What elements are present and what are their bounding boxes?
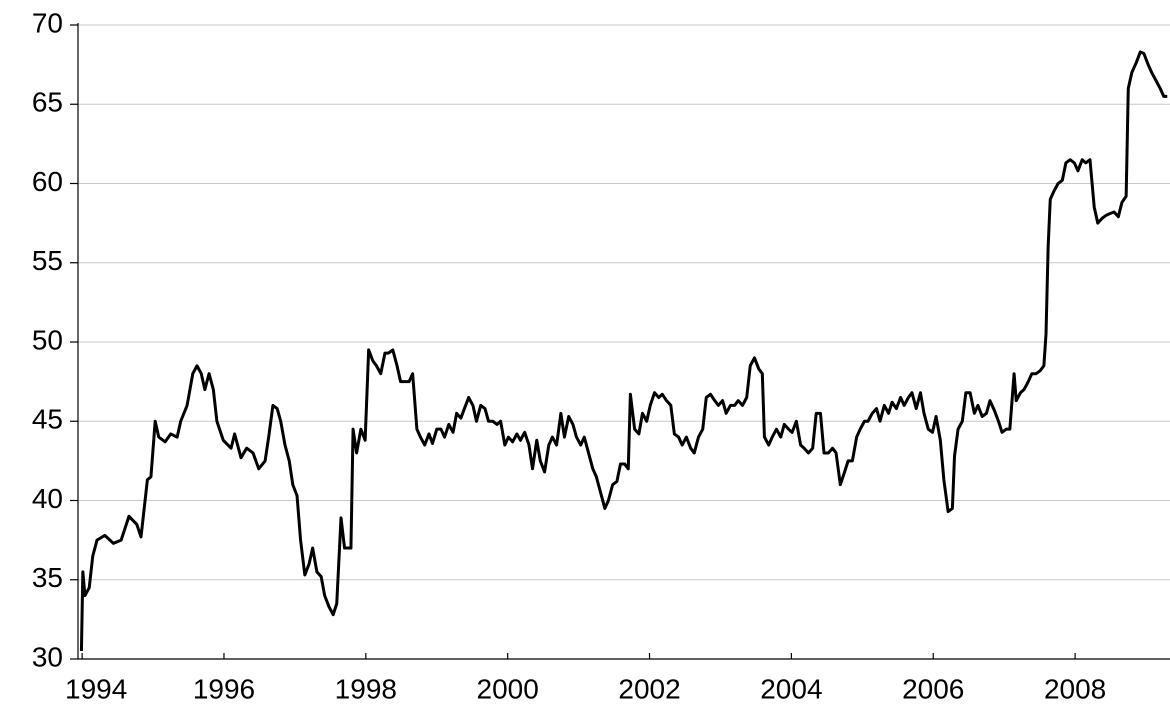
y-tick-label: 35 <box>32 562 63 593</box>
x-tick-label: 2008 <box>1044 673 1106 704</box>
y-tick-label: 55 <box>32 245 63 276</box>
y-tick-label: 65 <box>32 87 63 118</box>
line-series <box>79 50 1168 652</box>
y-tick-label: 50 <box>32 324 63 355</box>
y-tick-label: 70 <box>32 7 63 38</box>
y-tick-label: 30 <box>32 641 63 672</box>
x-tick-label: 2002 <box>618 673 680 704</box>
y-tick-label: 60 <box>32 166 63 197</box>
x-tick-label: 1998 <box>335 673 397 704</box>
x-tick-label: 2004 <box>760 673 822 704</box>
x-tick-label: 1996 <box>193 673 255 704</box>
x-tick-label: 1994 <box>65 673 127 704</box>
x-tick-label: 2006 <box>902 673 964 704</box>
y-tick-label: 40 <box>32 483 63 514</box>
x-tick-label: 2000 <box>477 673 539 704</box>
y-tick-label: 45 <box>32 404 63 435</box>
